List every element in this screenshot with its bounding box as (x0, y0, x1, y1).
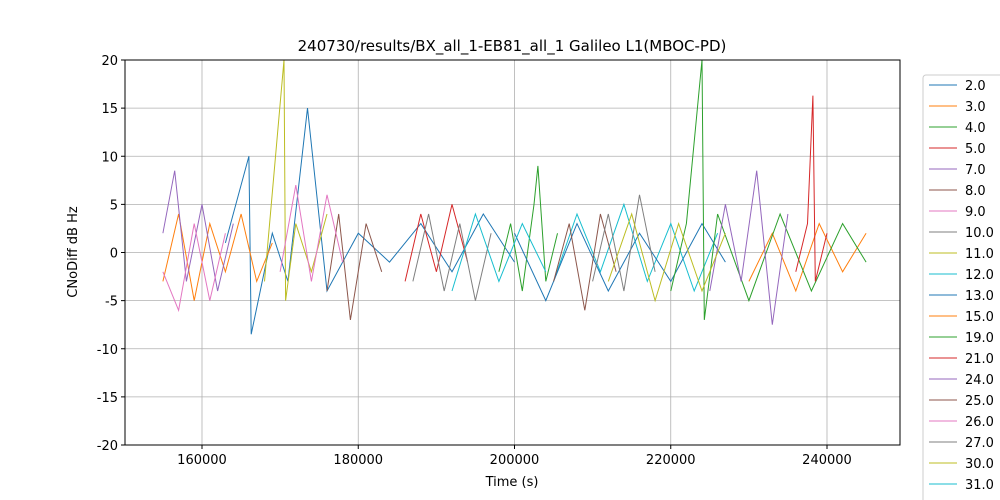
y-axis-label: CNoDiff dB Hz (66, 206, 81, 298)
legend-label: 30.0 (965, 457, 994, 472)
series-line (607, 212, 726, 303)
legend-label: 27.0 (965, 436, 994, 451)
legend-label: 4.0 (965, 121, 986, 136)
series-line (795, 95, 828, 282)
legend-label: 10.0 (965, 226, 994, 241)
legend-label: 26.0 (965, 415, 994, 430)
y-tick-label: -10 (97, 343, 118, 358)
y-tick-label: 10 (101, 150, 118, 165)
series-line (592, 194, 656, 292)
series-line (709, 170, 789, 325)
legend-label: 2.0 (965, 79, 986, 94)
y-tick-label: -20 (97, 439, 118, 454)
series-line (514, 222, 726, 302)
x-tick-label: 180000 (333, 453, 383, 468)
legend-label: 31.0 (965, 478, 994, 493)
plot-lines (162, 60, 867, 335)
x-tick-label: 160000 (177, 453, 227, 468)
legend-label: 15.0 (965, 310, 994, 325)
series-line (553, 202, 719, 293)
legend-label: 3.0 (965, 100, 986, 115)
x-tick-label: 200000 (490, 453, 540, 468)
legend-label: 11.0 (965, 247, 994, 262)
plot-frame (124, 59, 901, 446)
legend-label: 12.0 (965, 268, 994, 283)
legend-label: 21.0 (965, 352, 994, 367)
y-tick-label: -5 (105, 295, 118, 310)
legend-label: 8.0 (965, 184, 986, 199)
legend-box (922, 74, 1000, 500)
series-line (404, 204, 469, 282)
legend-label: 13.0 (965, 289, 994, 304)
y-tick-label: 5 (110, 198, 118, 213)
series-line (748, 222, 867, 293)
series-line (451, 212, 547, 292)
series-line (162, 170, 234, 292)
series-line (264, 60, 328, 301)
legend-label: 19.0 (965, 331, 994, 346)
series-line (670, 60, 867, 320)
legend-label: 25.0 (965, 394, 994, 409)
series-line (162, 213, 273, 301)
x-tick-label: 220000 (646, 453, 696, 468)
series-line (326, 213, 383, 320)
legend-label: 5.0 (965, 142, 986, 157)
y-tick-label: 20 (101, 54, 118, 69)
series-line (279, 185, 344, 282)
series-line (412, 213, 492, 301)
y-tick-label: 15 (101, 102, 118, 117)
x-tick-label: 240000 (802, 453, 852, 468)
legend-label: 24.0 (965, 373, 994, 388)
y-tick-label: 0 (110, 247, 118, 262)
legend-label: 7.0 (965, 163, 986, 178)
chart-title: 240730/results/BX_all_1-EB81_all_1 Galil… (298, 37, 727, 56)
y-tick-label: -15 (97, 391, 118, 406)
series-line (498, 165, 558, 292)
series-line (553, 213, 617, 311)
x-axis-label: Time (s) (485, 475, 539, 490)
legend-label: 9.0 (965, 205, 986, 220)
series-line (162, 223, 226, 313)
